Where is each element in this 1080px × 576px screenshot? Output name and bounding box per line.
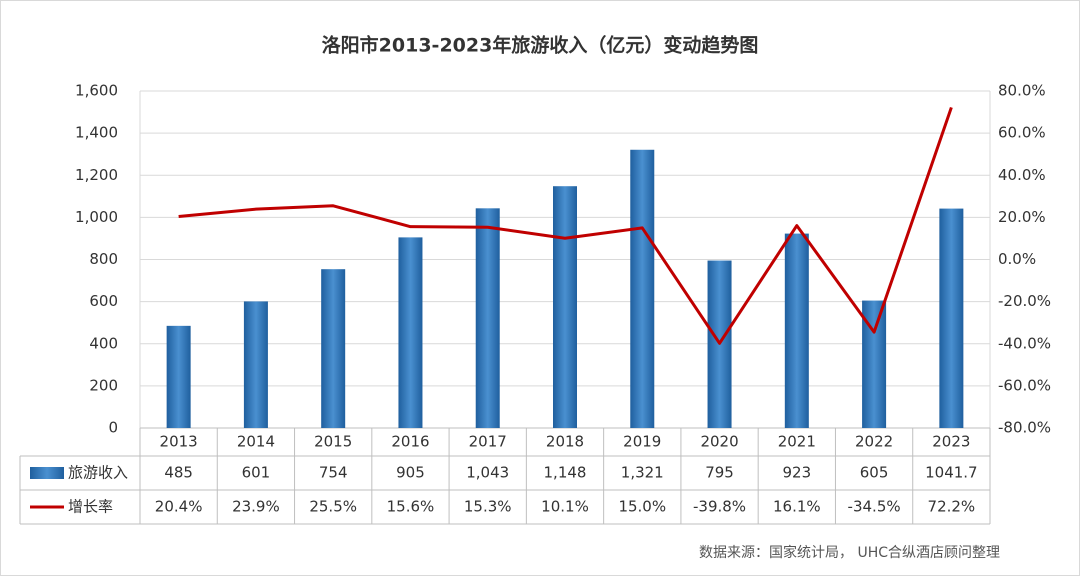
x-tick-label: 2021 <box>778 433 816 451</box>
table-cell: 1,043 <box>466 464 509 482</box>
y2-tick-label: 0.0% <box>998 250 1036 268</box>
line <box>178 106 953 345</box>
y-tick-label: 600 <box>89 292 118 310</box>
table-cell: 15.0% <box>618 498 666 516</box>
bar <box>475 208 500 428</box>
bar <box>398 237 423 428</box>
x-tick-label: 2016 <box>391 433 429 451</box>
y-tick-label: 1,000 <box>75 208 118 226</box>
y2-tick-label: 20.0% <box>998 208 1046 226</box>
x-tick-label: 2013 <box>160 433 198 451</box>
y-tick-label: 200 <box>89 376 118 394</box>
bar <box>784 233 809 428</box>
x-tick-label: 2015 <box>314 433 352 451</box>
table-cell: 15.6% <box>387 498 435 516</box>
table-cell: 1,148 <box>544 464 587 482</box>
table-cell: 795 <box>705 464 734 482</box>
table-cell: 905 <box>396 464 425 482</box>
y2-tick-label: 40.0% <box>998 166 1046 184</box>
table-cell: 20.4% <box>155 498 203 516</box>
y-tick-label: 1,200 <box>75 166 118 184</box>
table-cell: 25.5% <box>309 498 357 516</box>
legend-label: 增长率 <box>68 498 113 516</box>
chart-title: 洛阳市2013-2023年旅游收入（亿元）变动趋势图 <box>322 34 759 57</box>
x-tick-label: 2014 <box>237 433 275 451</box>
x-tick-label: 2018 <box>546 433 584 451</box>
y-tick-label: 0 <box>108 419 118 437</box>
source-note: 数据来源：国家统计局， UHC合纵酒店顾问整理 <box>699 544 1000 561</box>
legend-swatch <box>30 467 64 479</box>
bar <box>243 301 268 428</box>
x-tick-label: 2022 <box>855 433 893 451</box>
y2-tick-label: -40.0% <box>998 334 1051 352</box>
bar <box>321 269 346 428</box>
y2-tick-label: -20.0% <box>998 292 1051 310</box>
y-tick-label: 400 <box>89 334 118 352</box>
table-cell: 15.3% <box>464 498 512 516</box>
bar <box>939 208 964 428</box>
x-tick-label: 2020 <box>700 433 738 451</box>
bar <box>630 149 655 428</box>
table-cell: 754 <box>319 464 348 482</box>
table-cell: 605 <box>860 464 889 482</box>
bar <box>166 325 191 428</box>
y-tick-label: 1,400 <box>75 124 118 142</box>
legend-label: 旅游收入 <box>68 464 128 482</box>
x-tick-label: 2023 <box>932 433 970 451</box>
y2-tick-label: -60.0% <box>998 376 1051 394</box>
table-cell: 16.1% <box>773 498 821 516</box>
y2-tick-label: 60.0% <box>998 124 1046 142</box>
table-cell: 23.9% <box>232 498 280 516</box>
table-cell: 1041.7 <box>925 464 978 482</box>
y-tick-label: 1,600 <box>75 82 118 100</box>
table-cell: 485 <box>164 464 193 482</box>
table-cell: -39.8% <box>693 498 746 516</box>
table-cell: 72.2% <box>928 498 976 516</box>
x-tick-label: 2019 <box>623 433 661 451</box>
table-cell: 1,321 <box>621 464 664 482</box>
y-tick-label: 800 <box>89 250 118 268</box>
y2-tick-label: 80.0% <box>998 82 1046 100</box>
bar <box>553 186 577 428</box>
y2-tick-label: -80.0% <box>998 419 1051 437</box>
table-cell: 10.1% <box>541 498 589 516</box>
table-cell: -34.5% <box>848 498 901 516</box>
table-cell: 923 <box>782 464 811 482</box>
x-tick-label: 2017 <box>469 433 507 451</box>
table-cell: 601 <box>242 464 271 482</box>
